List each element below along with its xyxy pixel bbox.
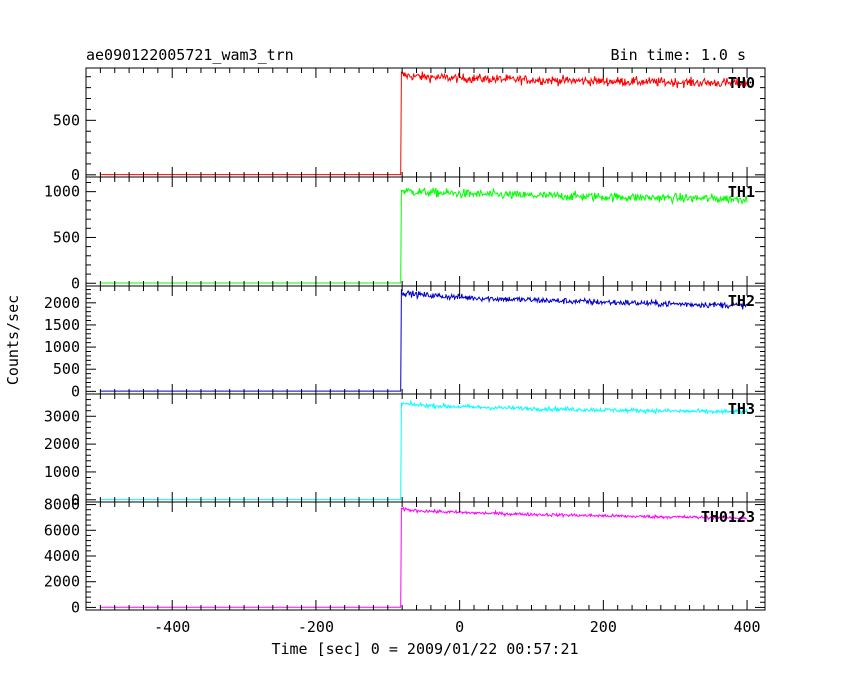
panel-th0123: 0 2000 4000 6000 8000 TH0123 <box>44 496 766 616</box>
y-tick-label: 0 <box>71 598 80 616</box>
y-tick-label: 1000 <box>44 183 80 201</box>
panel-th0: 0 500 TH0 <box>53 67 766 184</box>
x-tick-label: 400 <box>733 618 760 636</box>
panel-label-th0123: TH0123 <box>701 508 755 526</box>
panel-th1: 0 500 1000 TH1 <box>44 176 766 292</box>
y-tick-label: 0 <box>71 491 80 509</box>
panel-label-th0: TH0 <box>728 74 755 92</box>
series-line-th0123 <box>100 506 748 608</box>
y-tick-label: 1000 <box>44 338 80 356</box>
y-tick-label: 6000 <box>44 521 80 539</box>
y-tick-label: 2000 <box>44 294 80 312</box>
y-tick-label: 1000 <box>44 463 80 481</box>
y-tick-label: 1500 <box>44 316 80 334</box>
x-tick-label: -400 <box>154 618 190 636</box>
y-tick-label: 0 <box>71 274 80 292</box>
y-tick-label: 4000 <box>44 547 80 565</box>
panel-label-th3: TH3 <box>728 400 755 418</box>
panel-th2: 0 500 1000 1500 2000 TH2 <box>44 285 766 400</box>
y-tick-label: 0 <box>71 382 80 400</box>
y-tick-label: 0 <box>71 166 80 184</box>
y-axis-label: Counts/sec <box>4 295 22 385</box>
series-line-th1 <box>100 187 748 284</box>
y-tick-label: 500 <box>53 111 80 129</box>
chart-subtitle: Bin time: 1.0 s <box>611 46 746 64</box>
panel-th3: 0 1000 2000 3000 TH3 <box>44 393 766 509</box>
y-tick-label: 3000 <box>44 407 80 425</box>
series-line-th2 <box>100 289 748 392</box>
y-tick-label: 500 <box>53 228 80 246</box>
y-tick-label: 8000 <box>44 496 80 514</box>
panel-frame <box>85 67 766 178</box>
x-tick-label: -200 <box>298 618 334 636</box>
chart-title: ae090122005721_wam3_trn <box>86 46 294 64</box>
series-line-th3 <box>100 399 748 501</box>
y-tick-label: 2000 <box>44 573 80 591</box>
series-line-th0 <box>100 71 748 176</box>
panel-label-th2: TH2 <box>728 292 755 310</box>
panel-label-th1: TH1 <box>728 183 755 201</box>
y-tick-label: 500 <box>53 360 80 378</box>
y-tick-label: 2000 <box>44 435 80 453</box>
x-tick-label: 0 <box>455 618 464 636</box>
x-axis-label: Time [sec] 0 = 2009/01/22 00:57:21 <box>271 640 578 658</box>
panel-frame <box>85 285 766 395</box>
x-tick-label: 200 <box>590 618 617 636</box>
